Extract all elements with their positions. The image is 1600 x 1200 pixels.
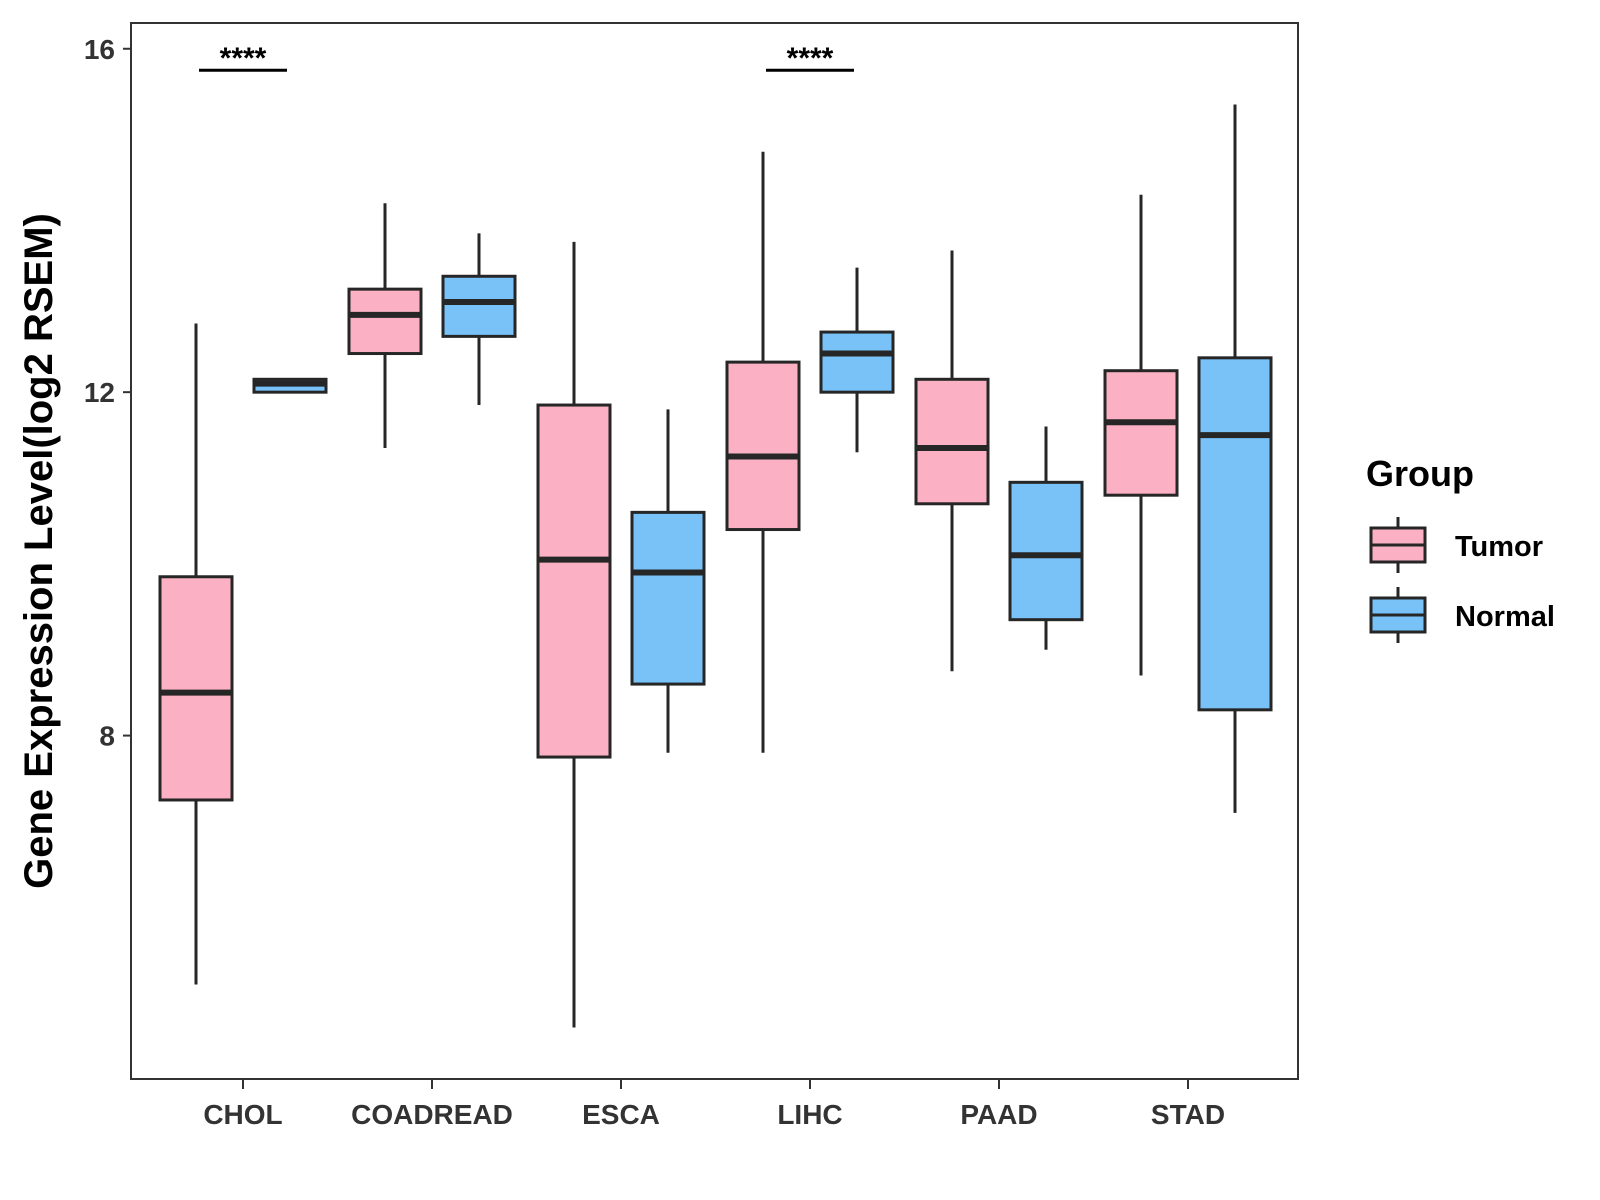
significance-label: **** (220, 42, 267, 75)
box-tumor-stad (1103, 194, 1179, 676)
box-normal-coadread (441, 233, 517, 406)
box-iqr (1008, 480, 1084, 622)
box-tumor-coadread (347, 203, 423, 448)
box-series (158, 104, 1273, 1028)
y-tick-label: 16 (84, 34, 115, 65)
box-iqr (1103, 369, 1179, 497)
x-tick-label-esca: ESCA (582, 1099, 660, 1130)
significance-label: **** (787, 42, 834, 75)
box-tumor-chol (158, 323, 234, 985)
plot-panel-border (130, 22, 1299, 1080)
box-iqr (819, 330, 895, 394)
box-iqr (347, 287, 423, 356)
x-tick-label-chol: CHOL (203, 1099, 282, 1130)
box-iqr (536, 403, 612, 759)
box-iqr (158, 575, 234, 802)
box-tumor-lihc (725, 151, 801, 753)
box-iqr (725, 360, 801, 532)
x-tick-label-paad: PAAD (960, 1099, 1037, 1130)
significance-annotations: **** **** (199, 42, 854, 75)
legend-label: Tumor (1455, 531, 1543, 563)
box-iqr (1197, 356, 1273, 712)
legend-label: Normal (1455, 601, 1555, 633)
box-tumor-paad (914, 250, 990, 672)
box-normal-esca (630, 409, 706, 753)
x-tick-label-coadread: COADREAD (351, 1099, 513, 1130)
box-iqr (914, 377, 990, 506)
x-axis-ticks: CHOL COADREAD ESCA LIHC PAAD STAD (203, 1079, 1225, 1130)
y-axis-ticks: 8 12 16 (84, 34, 131, 752)
legend: Group Tumor Normal (1366, 453, 1555, 643)
y-axis-title: Gene Expression Level(log2 RSEM) (17, 213, 61, 889)
box-iqr (630, 510, 706, 686)
box-normal-paad (1008, 426, 1084, 650)
legend-item-tumor: Tumor (1369, 517, 1543, 573)
box-normal-chol (252, 377, 328, 394)
box-tumor-esca (536, 241, 612, 1028)
y-tick-label: 8 (99, 721, 115, 752)
legend-title: Group (1366, 453, 1474, 494)
box-normal-stad (1197, 104, 1273, 813)
legend-item-normal: Normal (1369, 587, 1555, 643)
y-tick-label: 12 (84, 377, 115, 408)
x-tick-label-stad: STAD (1151, 1099, 1225, 1130)
box-normal-lihc (819, 267, 895, 453)
plot-background (131, 23, 1298, 1079)
box-iqr (441, 274, 517, 338)
x-tick-label-lihc: LIHC (777, 1099, 842, 1130)
